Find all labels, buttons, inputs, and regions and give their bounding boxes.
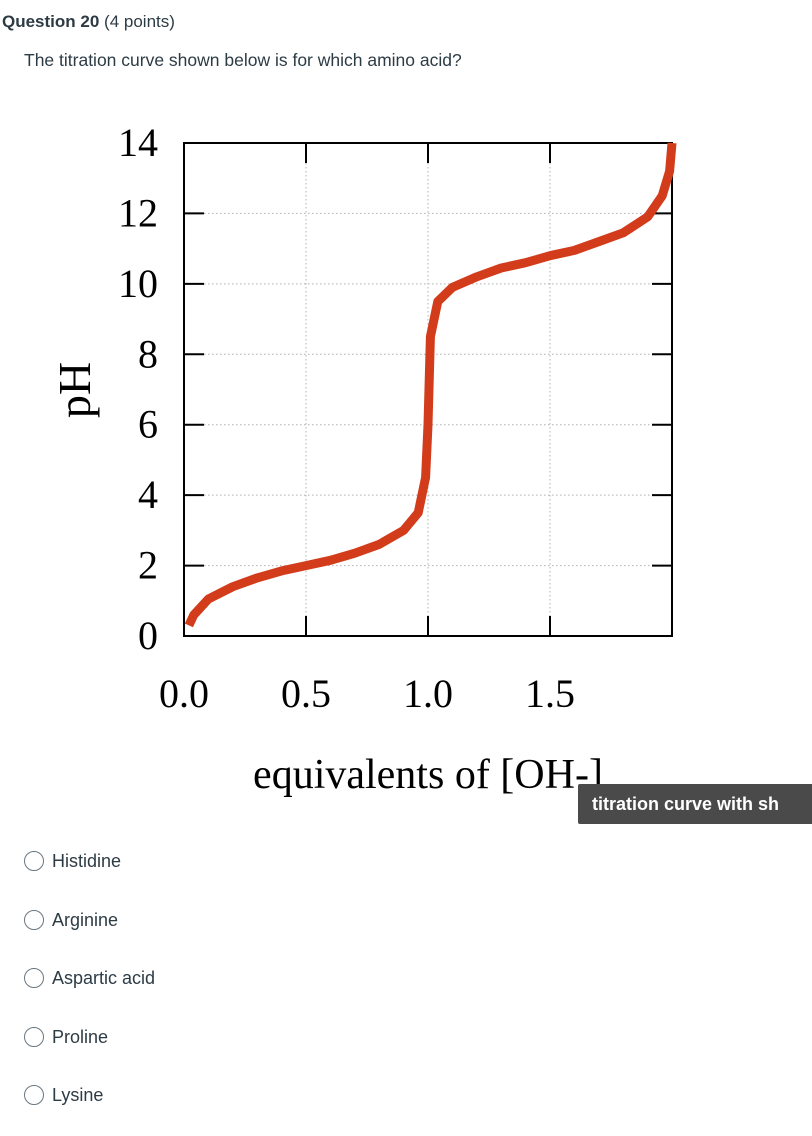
y-tick-label: 14: [118, 120, 158, 165]
y-tick-label: 12: [118, 190, 158, 235]
y-tick-label: 8: [138, 331, 158, 376]
option-lysine[interactable]: Lysine: [24, 1079, 103, 1111]
y-axis-label: pH: [49, 362, 100, 418]
option-label: Proline: [52, 1026, 109, 1047]
y-tick-label: 4: [138, 472, 158, 517]
option-histidine[interactable]: Histidine: [24, 845, 121, 877]
question-points: (4 points): [104, 12, 175, 31]
question-header: Question 20 (4 points): [2, 12, 175, 32]
option-label: Lysine: [52, 1084, 104, 1105]
y-tick-label: 6: [138, 402, 158, 447]
option-label: Histidine: [52, 850, 122, 871]
radio-button[interactable]: [24, 968, 44, 988]
y-tick-label: 0: [138, 613, 158, 658]
option-aspartic-acid[interactable]: Aspartic acid: [24, 962, 155, 994]
x-tick-label: 1.0: [403, 671, 453, 716]
image-tooltip: titration curve with sh: [578, 784, 812, 824]
y-tick-label: 10: [118, 261, 158, 306]
y-tick-label: 2: [138, 543, 158, 588]
radio-button[interactable]: [24, 910, 44, 930]
option-proline[interactable]: Proline: [24, 1021, 108, 1053]
plot-frame: [183, 142, 673, 637]
titration-curve-line: [184, 142, 677, 628]
option-label: Aspartic acid: [52, 967, 156, 988]
question-text: The titration curve shown below is for w…: [24, 50, 462, 70]
x-axis-label: equivalents of [OH-]: [253, 752, 603, 798]
option-label: Arginine: [52, 909, 119, 930]
question-title: Question 20: [2, 12, 100, 31]
option-arginine[interactable]: Arginine: [24, 904, 118, 936]
chart-svg: 0 2 4 6 8 10 12 14 0.0 0.5 1.0 1.5 equivalents of [O…: [49, 120, 677, 798]
x-tick-label: 1.5: [525, 671, 575, 716]
radio-button[interactable]: [24, 1027, 44, 1047]
x-tick-label: 0.0: [159, 671, 209, 716]
titration-chart: 0 2 4 6 8 10 12 14 0.0 0.5 1.0 1.5 equivalents of [O…: [0, 110, 812, 824]
radio-button[interactable]: [24, 851, 44, 871]
x-tick-label: 0.5: [281, 671, 331, 716]
radio-button[interactable]: [24, 1085, 44, 1105]
